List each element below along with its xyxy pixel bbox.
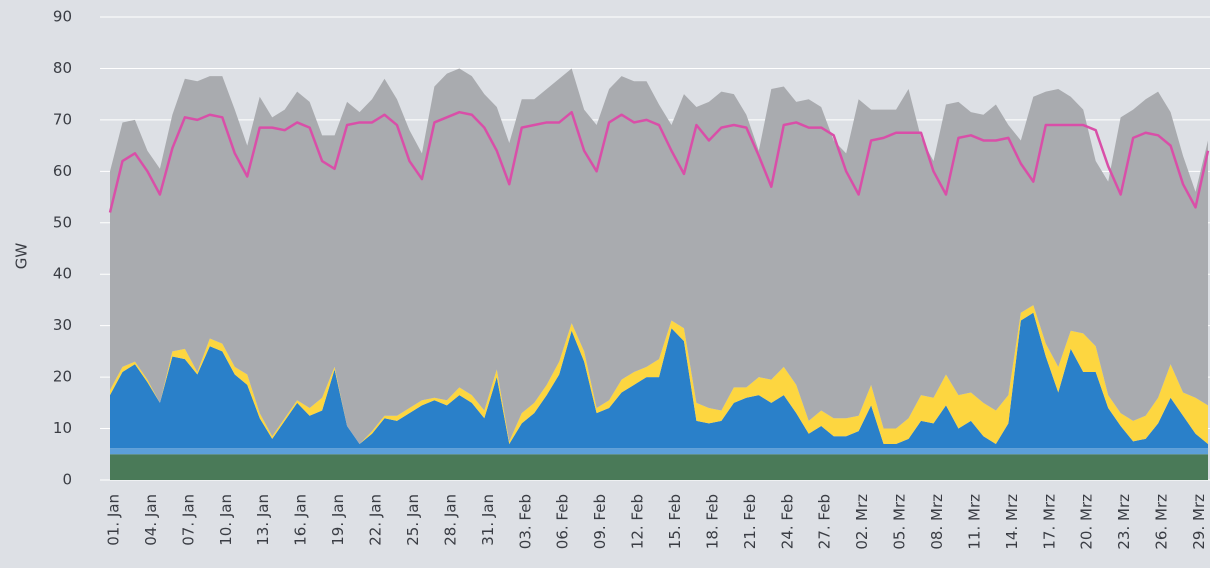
x-tick-label: 19. Jan — [329, 494, 347, 546]
x-tick-label: 14. Mrz — [1003, 494, 1021, 550]
x-tick-label: 16. Jan — [292, 494, 310, 546]
y-tick-label: 70 — [53, 110, 72, 128]
x-tick-label: 29. Mrz — [1190, 494, 1208, 550]
area — [110, 454, 1208, 480]
x-tick-label: 24. Feb — [778, 494, 796, 549]
y-tick-label: 0 — [62, 471, 72, 489]
x-tick-label: 01. Jan — [105, 494, 123, 546]
x-tick-label: 18. Feb — [703, 494, 721, 549]
x-tick-label: 04. Jan — [142, 494, 160, 546]
x-tick-label: 31. Jan — [479, 494, 497, 546]
x-tick-label: 06. Feb — [554, 494, 572, 549]
area — [110, 68, 1208, 444]
x-tick-label: 05. Mrz — [891, 494, 909, 550]
y-tick-label: 30 — [53, 316, 72, 334]
x-tick-label: 23. Mrz — [1115, 494, 1133, 550]
x-tick-label: 12. Feb — [629, 494, 647, 549]
x-tick-label: 21. Feb — [741, 494, 759, 549]
x-tick-label: 28. Jan — [441, 494, 459, 546]
area — [110, 305, 1208, 444]
x-tick-label: 27. Feb — [816, 494, 834, 549]
x-tick-label: 03. Feb — [516, 494, 534, 549]
x-tick-label: 08. Mrz — [928, 494, 946, 550]
y-axis-label: GW — [13, 243, 31, 270]
x-tick-label: 20. Mrz — [1078, 494, 1096, 550]
y-tick-label: 90 — [53, 8, 72, 26]
x-tick-label: 15. Feb — [666, 494, 684, 549]
line — [108, 110, 1210, 213]
y-tick-label: 20 — [53, 368, 72, 386]
y-tick-label: 50 — [53, 213, 72, 231]
y-tick-label: 60 — [53, 162, 72, 180]
x-tick-label: 26. Mrz — [1153, 494, 1171, 550]
area — [110, 448, 1208, 455]
y-tick-label: 80 — [53, 59, 72, 77]
area — [110, 312, 1208, 449]
y-tick-label: 40 — [53, 265, 72, 283]
x-tick-label: 02. Mrz — [853, 494, 871, 550]
x-tick-label: 07. Jan — [179, 494, 197, 546]
x-tick-label: 25. Jan — [404, 494, 422, 546]
x-tick-label: 10. Jan — [217, 494, 235, 546]
x-tick-label: 09. Feb — [591, 494, 609, 549]
y-tick-label: 10 — [53, 419, 72, 437]
x-tick-label: 17. Mrz — [1040, 494, 1058, 550]
x-tick-label: 13. Jan — [254, 494, 272, 546]
x-tick-label: 11. Mrz — [965, 494, 983, 550]
x-tick-label: 22. Jan — [367, 494, 385, 546]
